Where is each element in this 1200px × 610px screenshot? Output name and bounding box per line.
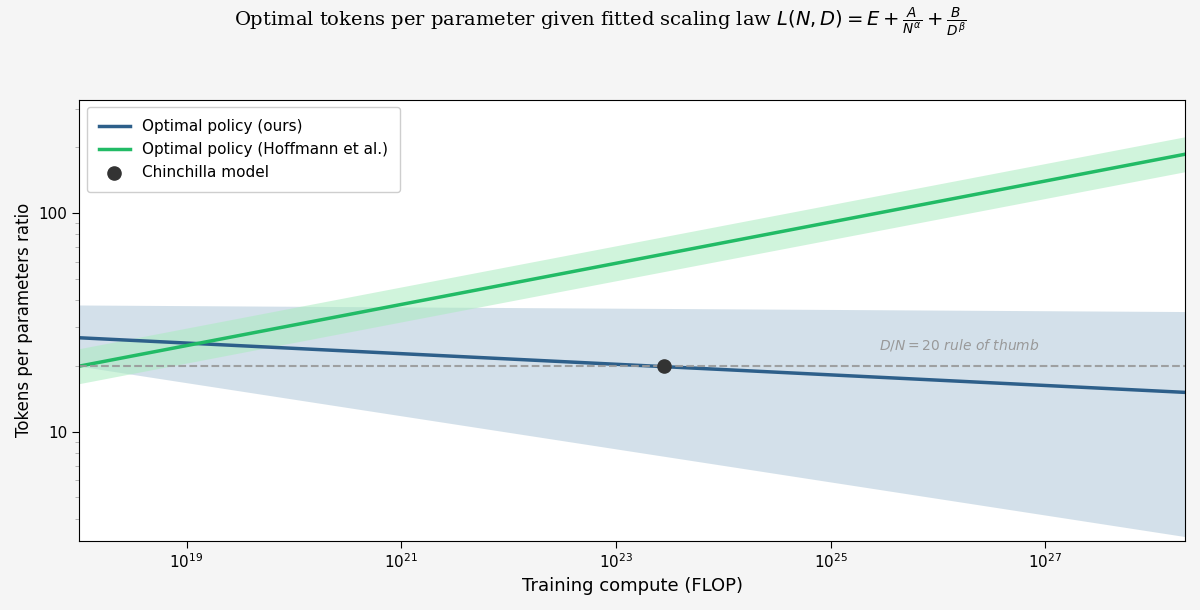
Optimal policy (Hoffmann et al.)	[876, 209, 890, 216]
Legend: Optimal policy (ours), Optimal policy (Hoffmann et al.), Chinchilla model: Optimal policy (ours), Optimal policy (H…	[86, 107, 400, 192]
Optimal policy (Hoffmann et al.)	[205, 337, 220, 344]
Optimal policy (ours)	[432, 352, 446, 359]
Optimal policy (Hoffmann et al.)	[510, 279, 524, 286]
Optimal policy (ours)	[72, 334, 86, 342]
X-axis label: Training compute (FLOP): Training compute (FLOP)	[522, 577, 743, 595]
Optimal policy (Hoffmann et al.)	[72, 362, 86, 370]
Line: Optimal policy (ours): Optimal policy (ours)	[79, 338, 1186, 392]
Optimal policy (ours)	[870, 373, 884, 381]
Optimal policy (ours)	[876, 374, 890, 381]
Chinchilla model	[655, 361, 674, 371]
Optimal policy (Hoffmann et al.)	[1178, 151, 1193, 158]
Text: Optimal tokens per parameter given fitted scaling law $L(N,D) = E + \frac{A}{N^\: Optimal tokens per parameter given fitte…	[234, 6, 966, 39]
Text: $D/N = 20$ rule of thumb: $D/N = 20$ rule of thumb	[880, 337, 1040, 353]
Y-axis label: Tokens per parameters ratio: Tokens per parameters ratio	[14, 203, 32, 437]
Line: Optimal policy (Hoffmann et al.): Optimal policy (Hoffmann et al.)	[79, 154, 1186, 366]
Optimal policy (ours)	[510, 356, 524, 363]
Optimal policy (ours)	[768, 368, 782, 376]
Optimal policy (Hoffmann et al.)	[870, 209, 884, 217]
Optimal policy (Hoffmann et al.)	[432, 293, 446, 301]
Optimal policy (ours)	[1178, 389, 1193, 396]
Optimal policy (Hoffmann et al.)	[768, 229, 782, 237]
Optimal policy (ours)	[205, 340, 220, 348]
